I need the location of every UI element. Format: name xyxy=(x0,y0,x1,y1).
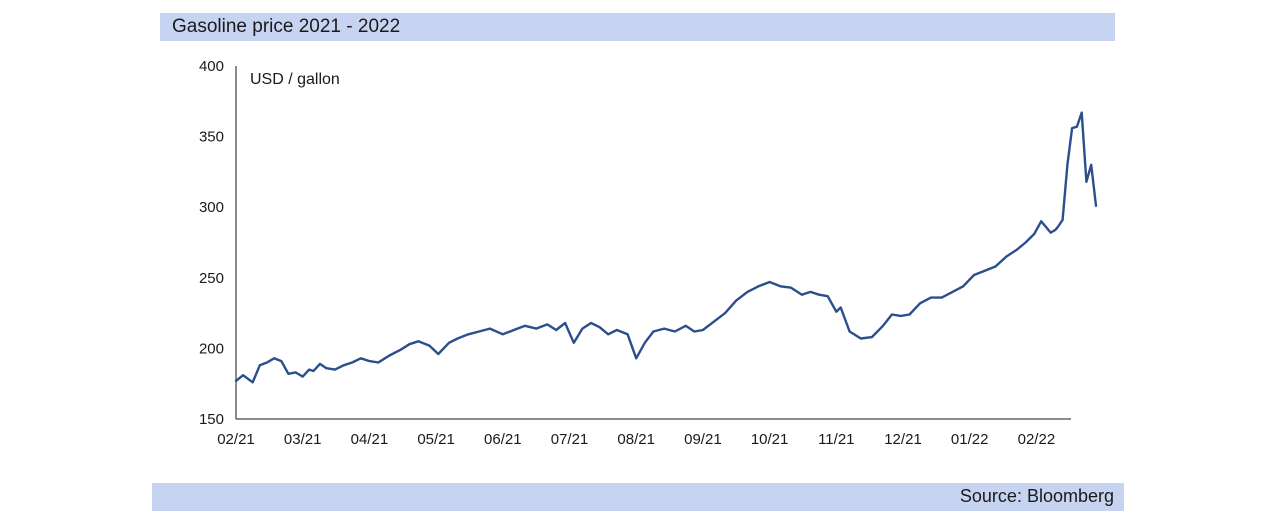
x-tick-label: 12/21 xyxy=(884,431,922,448)
y-tick-label: 200 xyxy=(199,340,224,357)
y-tick-label: 350 xyxy=(199,129,224,146)
x-tick-label: 11/21 xyxy=(818,431,854,448)
x-tick-label: 02/22 xyxy=(1018,431,1056,448)
x-tick-label: 02/21 xyxy=(217,431,255,448)
y-tick-label: 150 xyxy=(199,411,224,428)
chart-title: Gasoline price 2021 - 2022 xyxy=(172,16,401,37)
y-tick-label: 250 xyxy=(199,270,224,287)
x-tick-label: 07/21 xyxy=(551,431,589,448)
x-tick-label: 10/21 xyxy=(751,431,789,448)
source-label: Source: Bloomberg xyxy=(959,486,1114,506)
x-tick-label: 03/21 xyxy=(284,431,322,448)
x-tick-label: 09/21 xyxy=(684,431,722,448)
y-tick-label: 300 xyxy=(199,199,224,216)
x-tick-label: 08/21 xyxy=(617,431,655,448)
x-tick-label: 01/22 xyxy=(951,431,989,448)
gasoline-price-line xyxy=(234,111,1098,384)
x-tick-label: 06/21 xyxy=(484,431,522,448)
source-bar: Source: Bloomberg xyxy=(152,483,1124,511)
y-tick-label: 400 xyxy=(199,58,224,75)
x-tick-label: 04/21 xyxy=(351,431,389,448)
title-bar: Gasoline price 2021 - 2022 xyxy=(160,13,1115,41)
x-tick-label: 05/21 xyxy=(417,431,455,448)
y-axis-unit-label: USD / gallon xyxy=(250,71,340,88)
